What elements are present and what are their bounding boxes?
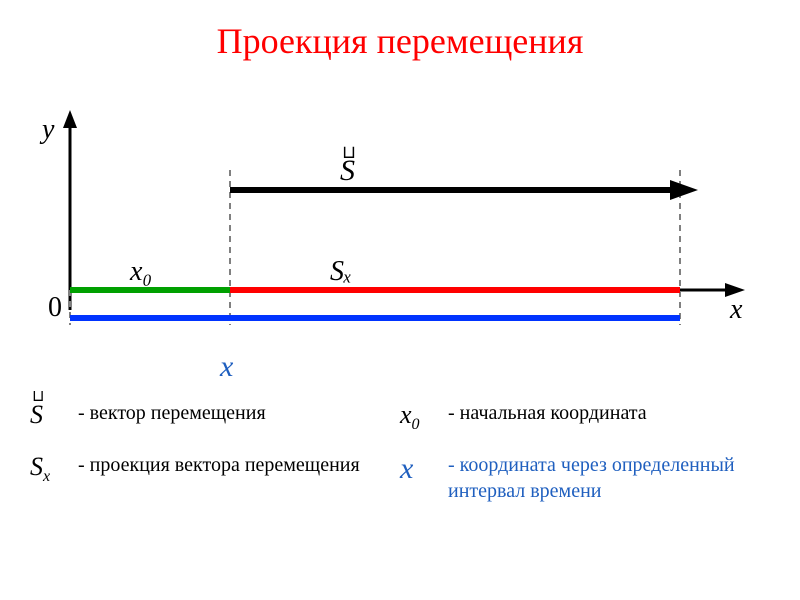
sx-label: Sₓ: [330, 256, 352, 287]
legend-desc: - координата через определенный интервал…: [448, 452, 770, 504]
x-axis-label: x: [729, 294, 743, 325]
slide-title: Проекция перемещения: [0, 0, 800, 62]
legend-symbol: ⊔S: [30, 400, 70, 430]
s-vector-arrowhead: [670, 180, 698, 200]
legend-item: x0 - начальная координата: [400, 400, 770, 434]
legend-symbol: Sx: [30, 452, 70, 486]
origin-label: 0: [48, 292, 62, 323]
legend-symbol: x0: [400, 400, 440, 434]
legend-item: x - координата через определенный интерв…: [400, 452, 770, 504]
legend: ⊔S - вектор перемещения x0 - начальная к…: [30, 400, 770, 522]
x0-label: x₀: [129, 256, 152, 287]
projection-diagram: 0 y x ⊔ S Sₓ x₀: [30, 110, 750, 340]
legend-item: Sx - проекция вектора перемещения: [30, 452, 400, 504]
legend-symbol: x: [400, 452, 440, 486]
x-below-label: x: [220, 350, 233, 384]
legend-desc: - вектор перемещения: [78, 400, 266, 426]
s-label: S: [340, 154, 355, 187]
legend-desc: - проекция вектора перемещения: [78, 452, 360, 478]
y-axis-arrow: [63, 110, 77, 128]
y-axis-label: y: [39, 114, 55, 145]
legend-item: ⊔S - вектор перемещения: [30, 400, 400, 434]
legend-desc: - начальная координата: [448, 400, 647, 426]
